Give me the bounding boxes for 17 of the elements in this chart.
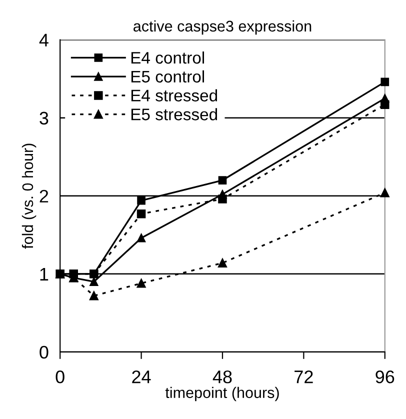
- x-axis-title: timepoint (hours): [165, 386, 279, 402]
- y-tick-label: 1: [40, 268, 48, 280]
- y-tick-label: 2: [40, 190, 48, 202]
- legend-label: E5 control: [131, 70, 204, 83]
- chart-title: active caspse3 expression: [134, 20, 312, 35]
- x-tick-label: 48: [212, 370, 232, 384]
- x-tick-label: 24: [132, 370, 151, 384]
- y-tick-label: 4: [39, 34, 48, 46]
- x-tick-label: 0: [56, 370, 64, 384]
- x-tick-label: 96: [376, 370, 394, 384]
- y-axis-title: fold (vs. 0 hour): [22, 144, 36, 249]
- legend-label: E4 stressed: [131, 89, 218, 102]
- x-tick-label: 72: [294, 370, 313, 384]
- legend-label: E4 control: [131, 51, 204, 64]
- y-tick-label: 3: [40, 112, 48, 125]
- legend-label: E5 stressed: [131, 108, 218, 120]
- y-tick-label: 0: [40, 346, 48, 359]
